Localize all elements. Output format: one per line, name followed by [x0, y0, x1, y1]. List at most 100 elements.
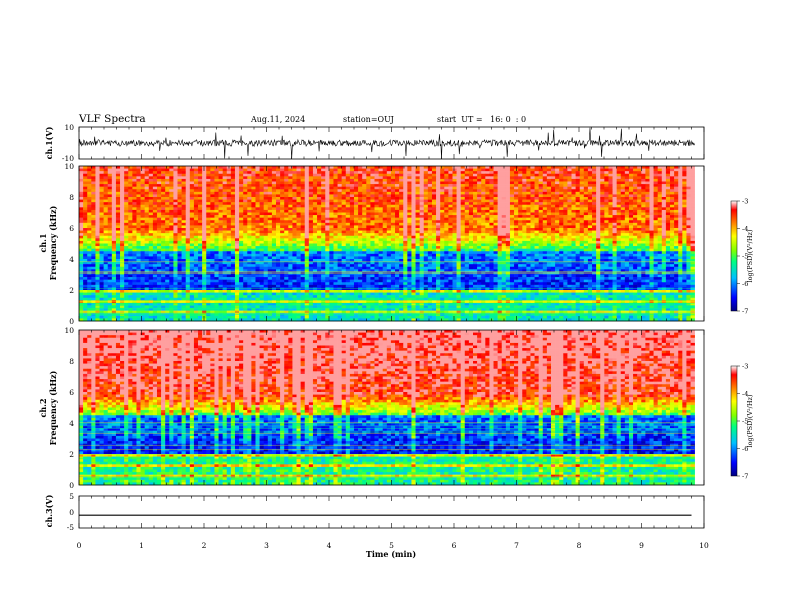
spectrogram-cell — [592, 209, 597, 213]
spectrogram-cell — [362, 238, 367, 242]
spectrogram-cell — [382, 168, 388, 172]
spectrogram-cell — [395, 171, 400, 175]
spectrogram-cell — [284, 220, 289, 224]
spectrogram-cell — [308, 243, 314, 247]
spectrogram-cell — [87, 230, 92, 234]
spectrogram-cell — [456, 243, 461, 247]
spectrogram-cell — [440, 222, 445, 226]
spectrogram-cell — [169, 209, 174, 213]
spectrogram-cell — [468, 176, 474, 180]
spectrogram-cell — [156, 207, 162, 211]
spectrogram-cell — [374, 246, 379, 249]
spectrogram-cell — [140, 220, 145, 224]
spectrogram-cell — [366, 240, 371, 244]
spectrogram-cell — [304, 228, 310, 231]
spectrogram-cell — [456, 178, 461, 182]
spectrogram-cell — [612, 184, 617, 187]
spectrogram-cell — [690, 217, 695, 221]
spectrogram-cell — [620, 189, 626, 193]
spectrogram-cell — [518, 184, 523, 187]
spectrogram-cell — [489, 186, 494, 190]
spectrogram-cell — [378, 168, 383, 172]
spectrogram-cell — [530, 181, 535, 185]
spectrogram-cell — [468, 202, 474, 206]
spectrogram-cell — [234, 199, 240, 203]
spectrogram-cell — [571, 199, 576, 203]
spectrogram-cell — [325, 230, 330, 234]
spectrogram-cell — [189, 246, 195, 249]
spectrogram-cell — [567, 240, 572, 244]
spectrogram-cell — [403, 217, 408, 221]
spectrogram-cell — [555, 209, 560, 213]
spectrogram-cell — [341, 240, 347, 244]
spectrogram-cell — [120, 168, 125, 172]
spectrogram-cell — [587, 204, 593, 208]
spectrogram-cell — [452, 230, 457, 234]
spectrogram-cell — [419, 240, 425, 244]
spectrogram-cell — [653, 191, 658, 195]
spectrogram-cell — [542, 215, 548, 218]
spectrogram-cell — [218, 186, 223, 190]
spectrogram-cell — [165, 197, 170, 200]
spectrogram-cell — [505, 202, 511, 206]
spectrogram-cell — [530, 168, 535, 172]
spectrogram-cell — [202, 184, 207, 187]
spectrogram-cell — [550, 168, 556, 172]
spectrogram-cell — [152, 225, 158, 229]
spectrogram-cell — [489, 240, 494, 244]
spectrogram-cell — [99, 199, 104, 203]
spectrogram-cell — [165, 212, 170, 216]
spectrogram-cell — [473, 220, 478, 224]
spectrogram-cell — [620, 197, 626, 200]
spectrogram-cell — [300, 204, 306, 208]
spectrogram-cell — [423, 243, 429, 247]
spectrogram-cell — [222, 243, 228, 247]
spectrogram-cell — [423, 204, 429, 208]
spectrogram-cell — [271, 220, 277, 224]
spectrogram-cell — [587, 235, 593, 239]
spectrogram-cell — [378, 184, 383, 187]
spectrogram-cell — [353, 199, 359, 203]
spectrogram-cell — [345, 204, 351, 208]
spectrogram-cell — [325, 199, 330, 203]
spectrogram-cell — [222, 204, 228, 208]
spectrogram-cell — [612, 197, 617, 200]
spectrogram-cell — [678, 209, 683, 213]
spectrogram-cell — [624, 246, 630, 249]
spectrogram-cell — [645, 222, 650, 226]
spectrogram-cell — [243, 166, 248, 169]
spectrogram-cell — [509, 209, 515, 213]
spectrogram-cell — [210, 212, 215, 216]
spectrogram-cell — [423, 209, 429, 213]
spectrogram-cell — [280, 233, 285, 237]
spectrogram-cell — [628, 189, 634, 193]
spectrogram-cell — [468, 173, 474, 177]
spectrogram-cell — [247, 238, 252, 242]
spectrogram-cell — [198, 209, 203, 213]
spectrogram-cell — [456, 246, 461, 249]
spectrogram-cell — [280, 171, 285, 175]
spectrogram-cell — [538, 233, 544, 237]
spectrogram-cell — [501, 204, 507, 208]
spectrogram-cell — [665, 189, 671, 193]
spectrogram-cell — [337, 191, 342, 195]
spectrogram-cell — [156, 173, 162, 177]
spectrogram-cell — [111, 181, 117, 185]
spectrogram-cell — [333, 222, 338, 226]
spectrogram-cell — [567, 233, 572, 237]
spectrogram-cell — [263, 184, 269, 187]
spectrogram-cell — [304, 233, 310, 237]
spectrogram-cell — [193, 240, 199, 244]
spectrogram-cell — [665, 178, 671, 182]
spectrogram-cell — [263, 207, 269, 211]
spectrogram-cell — [514, 228, 519, 231]
spectrogram-cell — [550, 212, 556, 216]
spectrogram-cell — [321, 181, 326, 185]
spectrogram-cell — [653, 230, 658, 234]
spectrogram-cell — [234, 222, 240, 226]
spectrogram-cell — [653, 209, 658, 213]
spectrogram-cell — [148, 189, 154, 193]
spectrogram-cell — [534, 238, 539, 242]
spectrogram-cell — [555, 240, 560, 244]
spectrogram-cell — [218, 225, 223, 229]
